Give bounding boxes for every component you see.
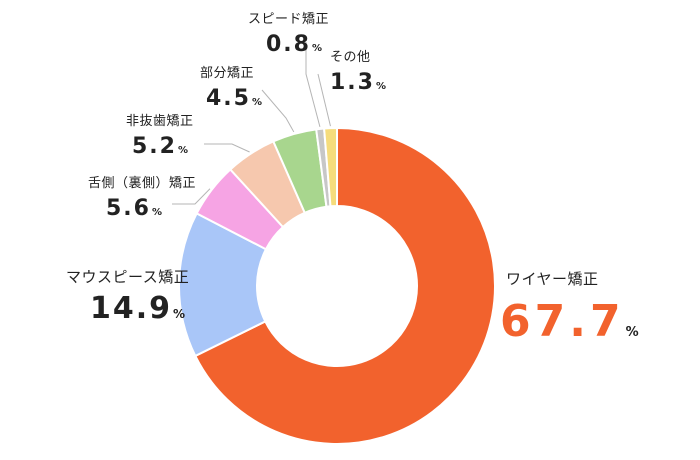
value-label-partial: 4.5% <box>206 86 262 111</box>
value-label-other: 1.3% <box>330 70 386 95</box>
value-number-wire: 67.7 <box>500 296 625 347</box>
value-label-non-extraction: 5.2% <box>132 134 188 159</box>
leader-line-non-extraction <box>204 143 250 153</box>
unit-label-other: % <box>375 81 387 92</box>
leader-line-lingual <box>172 188 211 205</box>
value-number-non-extraction: 5.2 <box>132 134 177 159</box>
leader-line-other <box>317 73 331 127</box>
value-number-partial: 4.5 <box>206 86 251 111</box>
unit-label-non-extraction: % <box>177 145 189 156</box>
category-label-other: その他 <box>330 50 371 65</box>
category-label-speed: スピード矯正 <box>248 12 330 27</box>
leader-line-speed <box>305 42 321 128</box>
value-number-mouthpiece: 14.9 <box>90 291 173 326</box>
unit-label-lingual: % <box>151 207 163 218</box>
unit-label-wire: % <box>625 325 639 340</box>
unit-label-speed: % <box>311 43 323 54</box>
value-number-lingual: 5.6 <box>106 196 151 221</box>
category-label-lingual: 舌側（裏側）矯正 <box>88 176 197 191</box>
category-label-mouthpiece: マウスピース矯正 <box>66 268 190 286</box>
unit-label-mouthpiece: % <box>173 307 186 321</box>
category-label-non-extraction: 非抜歯矯正 <box>126 114 194 129</box>
category-label-wire: ワイヤー矯正 <box>506 270 599 288</box>
value-label-mouthpiece: 14.9% <box>90 291 185 326</box>
slice-wire <box>193 126 496 445</box>
value-number-other: 1.3 <box>330 70 375 95</box>
unit-label-partial: % <box>251 97 263 108</box>
value-label-wire: 67.7% <box>500 296 639 347</box>
value-label-speed: 0.8% <box>266 32 322 57</box>
value-label-lingual: 5.6% <box>106 196 162 221</box>
slice-other <box>323 126 338 208</box>
value-number-speed: 0.8 <box>266 32 311 57</box>
label-group-wire: ワイヤー矯正 <box>506 268 599 289</box>
category-label-partial: 部分矯正 <box>200 66 255 81</box>
leader-line-partial <box>261 89 295 133</box>
